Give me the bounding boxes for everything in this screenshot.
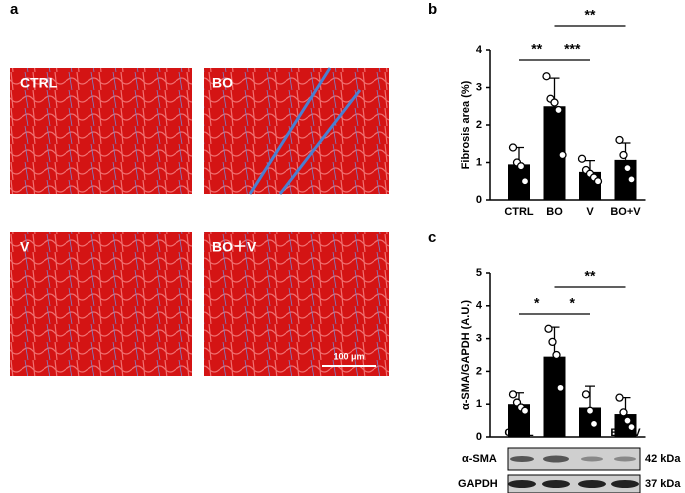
blot-size: 37 kDa [645,478,681,490]
significance: ** [531,41,542,57]
micrograph [204,232,389,376]
data-point [548,337,557,347]
significance: *** [564,41,581,57]
band [611,480,639,488]
y-tick-label: 0 [476,431,482,443]
data-point [554,105,563,115]
y-tick-label: 1 [476,398,482,410]
x-tick-label: BO [546,427,563,439]
band [508,480,536,488]
y-tick-label: 4 [476,300,483,312]
image-label: V [20,239,30,255]
image-label: BO [212,75,233,91]
data-point [623,416,632,425]
y-tick-label: 2 [476,119,482,131]
data-point [615,393,624,402]
panel-label: b [428,1,437,18]
panel-label: a [10,1,19,18]
error-bar [585,385,595,408]
band [614,456,636,462]
data-point [585,406,595,415]
data-point [544,324,553,333]
bar [579,407,601,437]
data-point [520,177,530,186]
bar [508,164,530,200]
x-tick-label: BO+V [610,427,641,439]
blot: α-SMA 42 kDa GAPDH 37 kDa [458,447,681,493]
y-tick-label: 2 [476,365,482,377]
data-point [627,423,636,432]
image-label: CTRL [20,75,58,91]
data-point [627,175,636,184]
y-tick-label: 1 [476,156,482,168]
blot-size: 42 kDa [645,453,681,465]
significance: * [534,295,540,311]
image-label: BO＋V [212,239,257,255]
scale-bar-label: 100 μm [333,351,364,361]
blot-strip [507,447,641,471]
y-axis-label: Fibrosis area (%) [460,80,472,169]
data-point [550,98,559,107]
bar [543,356,566,437]
y-tick-label: 4 [476,44,483,56]
data-point [615,135,624,145]
band [542,480,570,488]
y-tick-label: 3 [476,81,482,93]
data-point [619,150,628,160]
panel-label: c [428,229,436,246]
micrograph [10,232,192,376]
band [510,456,534,462]
data-point [552,350,561,360]
x-tick-label: BO [546,206,563,218]
y-tick-label: 5 [476,267,482,279]
fibrosis [248,67,362,195]
y-tick-label: 3 [476,333,482,345]
data-point [516,162,526,171]
blot-label: GAPDH [458,478,498,490]
band [543,455,569,463]
data-point [581,390,591,399]
x-tick-label: V [586,206,594,218]
significance: ** [585,7,596,23]
data-point [577,154,587,163]
data-point [542,72,551,81]
significance: ** [585,268,596,284]
x-tick-label: CTRL [504,427,534,439]
micrograph [10,68,192,194]
y-tick-label: 0 [476,194,482,206]
blot-label: α-SMA [462,453,497,465]
x-tick-label: V [586,427,594,439]
data-point [556,383,565,392]
data-point [558,150,567,160]
x-tick-label: CTRL [504,206,534,218]
significance: * [570,295,576,311]
x-tick-label: BO+V [610,206,641,218]
band [578,480,606,488]
data-point [623,163,632,173]
data-point [593,177,603,186]
data-point [619,408,628,417]
y-axis-label: α-SMA/GAPDH (A.U.) [460,300,472,410]
data-point [508,390,518,399]
data-point [508,143,518,152]
band [581,456,603,462]
bar [543,106,566,200]
micrographs: CTRL BO V BO＋V 100 μm [10,67,389,376]
data-point [589,419,599,429]
data-point [520,406,530,415]
